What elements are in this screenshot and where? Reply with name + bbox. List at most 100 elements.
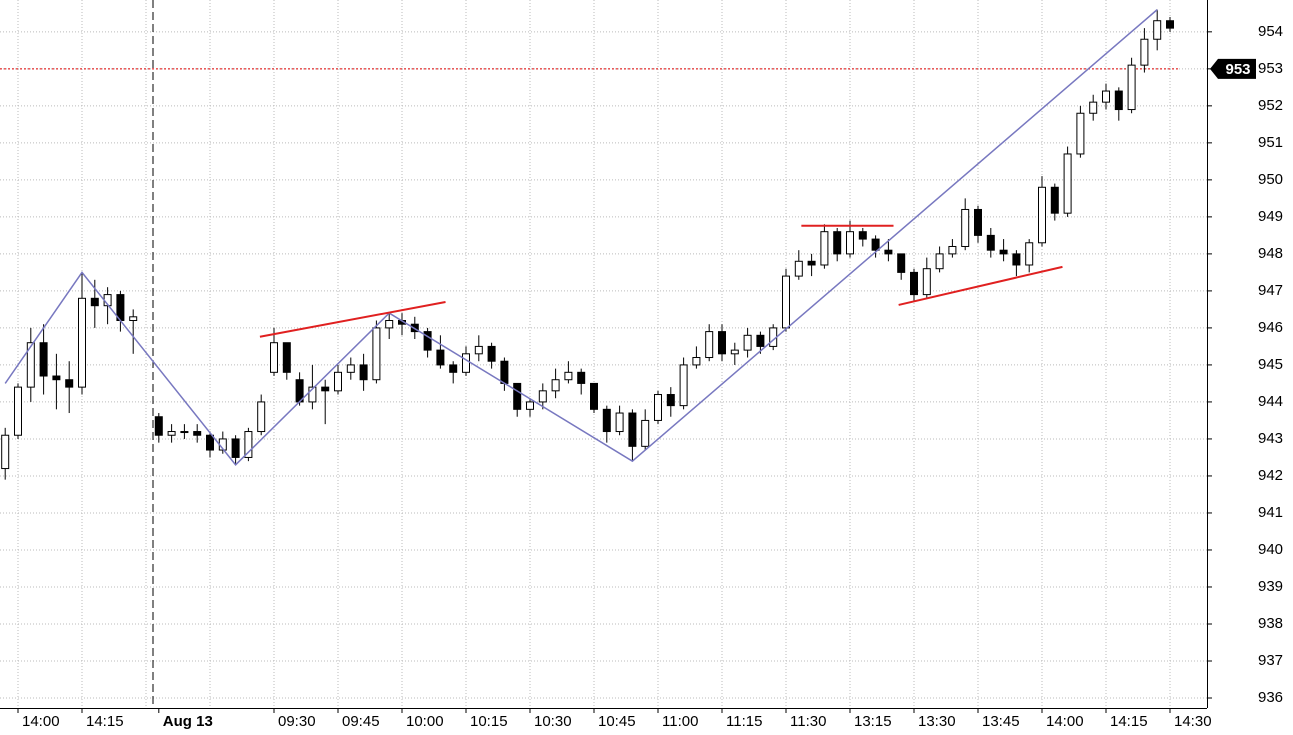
- candle-body: [90, 297, 99, 307]
- x-tick-label: 10:30: [534, 713, 572, 730]
- x-tick-label: 13:45: [982, 713, 1020, 730]
- candle-body: [922, 268, 931, 296]
- candle-body: [154, 416, 163, 436]
- candle-body: [359, 364, 368, 381]
- y-tick-label: 949: [1258, 208, 1283, 225]
- candle-body: [910, 271, 918, 296]
- candle-body: [526, 401, 534, 410]
- y-tick-label: 948: [1258, 245, 1283, 262]
- candle-body: [756, 334, 765, 347]
- candle-body: [39, 342, 48, 377]
- x-tick-label: 14:00: [1046, 713, 1084, 730]
- y-tick-label: 950: [1258, 171, 1283, 188]
- candle-body: [564, 371, 573, 381]
- candle-body: [474, 345, 483, 355]
- candle-body: [244, 431, 253, 458]
- candle-body: [436, 349, 445, 366]
- candle-body: [628, 412, 637, 447]
- y-tick-label: 947: [1258, 282, 1283, 299]
- y-tick-label: 951: [1258, 134, 1283, 151]
- y-tick-label: 943: [1258, 430, 1283, 447]
- x-tick-label: Aug 13: [163, 713, 213, 730]
- candle-body: [52, 375, 61, 381]
- candle-body: [372, 327, 381, 381]
- candle-body: [705, 331, 714, 359]
- candle-body: [884, 249, 893, 255]
- candle-body: [897, 253, 906, 273]
- y-tick-label: 952: [1258, 97, 1283, 114]
- x-tick-label: 10:00: [406, 713, 444, 730]
- candle-body: [551, 379, 560, 392]
- x-tick-label: 13:30: [918, 713, 956, 730]
- x-tick-label: 14:15: [86, 713, 124, 730]
- candle-body: [833, 231, 842, 255]
- candle-body: [782, 275, 790, 329]
- candle-body: [846, 231, 854, 255]
- candle-body: [1127, 64, 1136, 111]
- candle-body: [858, 231, 867, 240]
- candle-body: [385, 320, 394, 329]
- y-tick-label: 942: [1258, 467, 1283, 484]
- y-tick-label: 941: [1258, 504, 1283, 521]
- x-tick-label: 09:45: [342, 713, 380, 730]
- grid: [0, 0, 1207, 708]
- trendline: [259, 301, 446, 338]
- candle-body: [180, 431, 189, 434]
- y-tick-label: 940: [1258, 541, 1283, 558]
- candle-body: [1050, 186, 1059, 214]
- plot-area: [0, 0, 1180, 708]
- candle-body: [654, 394, 662, 421]
- candle-body: [1089, 101, 1098, 114]
- candle-body: [1102, 90, 1110, 103]
- candle-body: [602, 408, 611, 433]
- candle-body: [641, 419, 650, 447]
- y-tick-label: 954: [1258, 23, 1283, 40]
- candle-body: [794, 260, 803, 277]
- last-price-box: [1210, 58, 1256, 79]
- candle-body: [577, 371, 586, 384]
- candle-body: [538, 390, 547, 403]
- candle-body: [282, 342, 291, 373]
- y-tick-label: 944: [1258, 393, 1283, 410]
- candle-body: [308, 386, 317, 403]
- candle-body: [1114, 90, 1123, 111]
- candle-body: [1140, 38, 1149, 66]
- y-tick-label: 938: [1258, 615, 1283, 632]
- candle-body: [718, 331, 726, 355]
- candle-body: [935, 253, 944, 270]
- candle-body: [730, 349, 739, 355]
- x-tick-label: 11:15: [726, 713, 762, 730]
- candle-body: [961, 208, 970, 247]
- candle-body: [513, 382, 522, 410]
- trendline: [898, 265, 1063, 306]
- candle-body: [615, 412, 624, 433]
- candle-body: [129, 316, 138, 322]
- candle-body: [743, 334, 752, 351]
- candle-body: [167, 431, 176, 436]
- x-tick-label: 11:00: [662, 713, 698, 730]
- candle-body: [590, 382, 598, 410]
- candle-body: [206, 434, 214, 451]
- candle-body: [986, 234, 995, 251]
- candle-body: [78, 297, 86, 388]
- candle-body: [1038, 186, 1046, 244]
- candle-body: [692, 357, 701, 366]
- candle-body: [999, 249, 1008, 255]
- candle-body: [1012, 253, 1021, 266]
- y-tick-label: 939: [1258, 578, 1283, 595]
- candle-body: [807, 260, 816, 266]
- x-tick-label: 09:30: [278, 713, 316, 730]
- x-tick-label: 10:15: [470, 713, 508, 730]
- candle-body: [871, 238, 880, 251]
- candle-body: [1063, 153, 1072, 214]
- x-tick-label: 10:45: [598, 713, 636, 730]
- candle-body: [820, 231, 829, 266]
- candle-body: [948, 245, 957, 255]
- y-tick-label: 946: [1258, 319, 1283, 336]
- y-tick-label: 937: [1258, 652, 1283, 669]
- y-tick-label: 953: [1258, 60, 1283, 77]
- candle-body: [1025, 242, 1034, 266]
- candle-body: [193, 431, 202, 436]
- candle-body: [321, 386, 330, 392]
